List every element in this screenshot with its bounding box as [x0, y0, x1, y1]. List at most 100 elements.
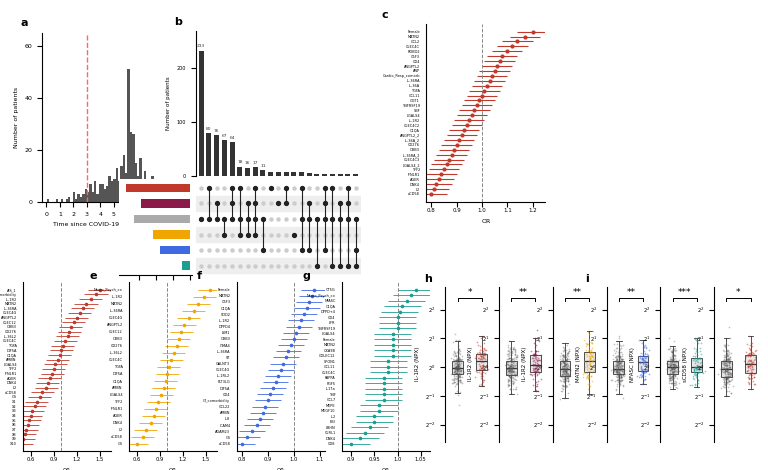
Point: [451, 349, 463, 356]
Point: [687, 372, 700, 380]
Point: [694, 356, 707, 363]
Point: [503, 354, 515, 362]
Point: [583, 347, 595, 354]
Point: [640, 344, 652, 351]
Point: [743, 360, 756, 367]
Point: [503, 354, 515, 361]
Point: [670, 384, 683, 392]
Point: [661, 365, 674, 373]
Point: [588, 356, 600, 364]
Point: [562, 350, 574, 357]
Y-axis label: Number of patients: Number of patients: [14, 87, 19, 148]
Point: [559, 358, 571, 365]
Point: [450, 363, 462, 371]
Point: [504, 385, 516, 392]
Point: [665, 364, 677, 372]
Point: [667, 381, 679, 388]
Point: [637, 344, 650, 351]
Point: [611, 390, 623, 398]
Point: [614, 341, 626, 349]
Point: [612, 359, 624, 366]
Point: [449, 351, 462, 359]
Bar: [154, 189, 156, 202]
Point: [561, 356, 574, 363]
Point: [502, 370, 515, 378]
Point: [722, 370, 734, 377]
Point: [505, 365, 518, 372]
Point: [451, 365, 463, 372]
Point: [557, 383, 569, 390]
Point: [475, 355, 487, 362]
Point: [717, 357, 729, 365]
Point: [528, 366, 541, 373]
Point: [666, 379, 678, 387]
Point: [664, 363, 676, 370]
Point: [480, 346, 492, 353]
Point: [561, 389, 574, 397]
Point: [606, 376, 618, 384]
Point: [508, 349, 521, 356]
Point: [558, 362, 571, 369]
Point: [721, 360, 733, 368]
Point: [719, 367, 731, 374]
Point: [615, 365, 627, 373]
Bar: [199, 50, 204, 176]
Point: [661, 360, 674, 368]
Point: [528, 367, 540, 375]
Point: [527, 361, 539, 368]
Point: [636, 355, 648, 362]
Point: [558, 367, 571, 375]
Point: [556, 368, 568, 376]
Point: [452, 367, 464, 375]
Point: [587, 349, 599, 357]
Point: [452, 366, 464, 373]
Point: [455, 356, 468, 363]
Point: [449, 360, 461, 367]
Point: [449, 357, 462, 364]
Bar: [99, 184, 101, 202]
Point: [725, 390, 737, 397]
Point: [610, 361, 622, 368]
Point: [718, 341, 730, 348]
Point: [688, 349, 700, 356]
Point: [611, 361, 624, 369]
Point: [670, 359, 683, 366]
Point: [666, 348, 678, 356]
Point: [564, 372, 576, 379]
Point: [673, 364, 685, 371]
Point: [617, 369, 630, 377]
Point: [452, 376, 464, 384]
Point: [505, 364, 517, 372]
Point: [583, 379, 595, 387]
Point: [745, 361, 757, 368]
Point: [584, 354, 597, 361]
Point: [668, 367, 680, 375]
Point: [562, 376, 574, 384]
Point: [451, 365, 463, 372]
Point: [611, 347, 623, 354]
Point: [611, 362, 624, 370]
Point: [665, 348, 677, 355]
Point: [508, 371, 521, 379]
Point: [690, 371, 703, 379]
Point: [743, 380, 755, 387]
Point: [720, 380, 733, 388]
Point: [505, 368, 517, 376]
Point: [670, 347, 683, 354]
Point: [611, 370, 624, 377]
Point: [584, 382, 596, 389]
Point: [720, 350, 732, 357]
Point: [529, 350, 541, 357]
Point: [453, 402, 465, 409]
Point: [614, 373, 627, 380]
Point: [555, 367, 568, 375]
Point: [558, 360, 571, 367]
Point: [611, 368, 623, 376]
Point: [508, 358, 520, 365]
Point: [452, 356, 465, 363]
Bar: [47, 199, 49, 202]
Point: [555, 372, 568, 380]
Point: [719, 383, 731, 391]
Point: [613, 352, 625, 360]
Point: [581, 340, 594, 348]
